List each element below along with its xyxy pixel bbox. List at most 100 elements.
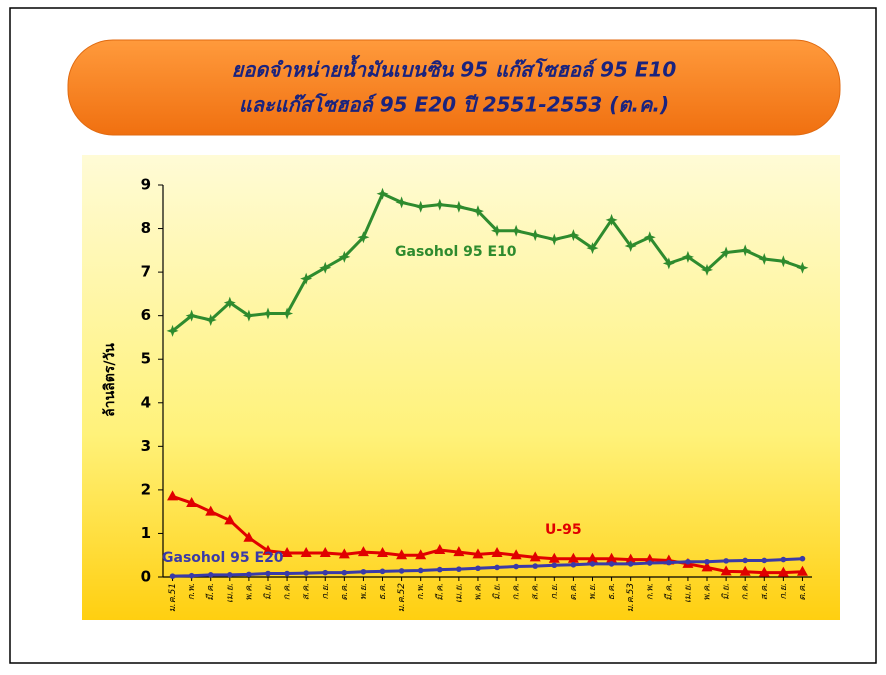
- chart-title: ยอดจำหน่ายน้ำมันเบนซิน 95 แก๊สโซฮอล์ 95 …: [232, 55, 677, 82]
- point: [417, 567, 424, 574]
- x-tick-label: ก.ย.: [321, 583, 331, 599]
- point: [589, 561, 596, 567]
- y-tick-label: 6: [141, 306, 151, 324]
- point: [627, 561, 634, 567]
- y-axis-label: ล้านลิตร/วัน: [102, 343, 118, 417]
- x-tick-label: พ.ย.: [588, 583, 598, 600]
- point: [243, 531, 255, 542]
- chart-area: [82, 155, 840, 620]
- point: [644, 553, 656, 564]
- series-line: [171, 191, 803, 333]
- point: [567, 229, 580, 242]
- series-label: U-95: [545, 522, 582, 538]
- point: [360, 568, 367, 575]
- point: [739, 565, 751, 576]
- point: [169, 573, 176, 579]
- y-tick-label: 5: [141, 350, 151, 368]
- x-tick-label: ส.ค.: [302, 583, 312, 600]
- point: [529, 551, 541, 562]
- x-tick-label: พ.ย.: [359, 583, 369, 600]
- x-tick-label: ก.พ.: [645, 583, 655, 600]
- y-tick-label: 8: [141, 219, 151, 237]
- chart-title: และแก๊สโซฮอล์ 95 E20 ปี 2551-2553 (ต.ค.): [239, 93, 669, 117]
- x-tick-label: ก.ย.: [550, 583, 560, 599]
- x-tick-label: พ.ค.: [703, 583, 713, 601]
- x-tick-label: ต.ค.: [340, 583, 350, 601]
- point: [357, 231, 370, 244]
- point: [338, 548, 350, 559]
- point: [204, 314, 217, 327]
- point: [303, 570, 309, 576]
- point: [319, 261, 332, 274]
- y-tick-label: 2: [141, 480, 151, 498]
- point: [434, 543, 446, 554]
- point: [242, 309, 255, 322]
- point: [471, 205, 484, 218]
- point: [265, 570, 271, 577]
- point: [475, 565, 481, 572]
- point: [796, 565, 808, 576]
- point: [510, 549, 522, 560]
- point: [377, 547, 389, 558]
- x-tick-label: ก.ย.: [779, 583, 789, 599]
- point: [780, 556, 787, 563]
- point: [415, 549, 427, 560]
- point: [436, 566, 443, 573]
- point: [551, 562, 558, 569]
- x-tick-label: มิ.ย.: [721, 583, 732, 600]
- x-tick-label: ต.ค.: [569, 583, 579, 601]
- point: [742, 557, 748, 564]
- title-box: [67, 39, 841, 136]
- point: [319, 547, 331, 558]
- x-tick-label: เม.ย.: [683, 583, 693, 603]
- series-label: Gasohol 95 E20: [162, 550, 284, 566]
- point: [681, 250, 694, 263]
- point: [799, 555, 806, 562]
- point: [379, 568, 386, 575]
- point: [701, 561, 713, 572]
- point: [491, 547, 503, 558]
- point: [246, 571, 252, 578]
- point: [685, 558, 691, 565]
- y-tick-label: 3: [141, 437, 151, 455]
- point: [300, 272, 313, 285]
- point: [608, 561, 615, 567]
- y-tick-label: 1: [141, 524, 151, 542]
- point: [284, 570, 290, 577]
- x-tick-label: มิ.ย.: [492, 583, 503, 600]
- x-tick-label: ก.พ.: [187, 583, 197, 600]
- point: [207, 572, 214, 578]
- point: [452, 200, 465, 213]
- x-tick-label: พ.ค.: [244, 583, 254, 601]
- point: [414, 200, 427, 213]
- point: [720, 246, 733, 259]
- point: [281, 547, 293, 558]
- point: [453, 546, 465, 557]
- x-tick-label: ต.ค.: [798, 583, 808, 601]
- point: [494, 564, 500, 571]
- x-tick-label: ธ.ค.: [607, 583, 617, 600]
- point: [532, 563, 539, 569]
- x-tick-label: ส.ค.: [760, 583, 770, 600]
- x-tick-label: มี.ค.: [434, 583, 445, 601]
- point: [398, 568, 405, 574]
- point: [666, 559, 672, 566]
- point: [396, 549, 408, 560]
- point: [643, 231, 656, 244]
- point: [606, 552, 618, 563]
- x-tick-label: ธ.ค.: [378, 583, 388, 600]
- x-tick-label: ม.ค.51: [168, 583, 178, 612]
- point: [166, 324, 179, 337]
- x-tick-label: พ.ค.: [473, 583, 483, 601]
- point: [357, 546, 369, 557]
- point: [548, 552, 560, 563]
- series-label: Gasohol 95 E10: [395, 244, 517, 260]
- point: [796, 261, 809, 274]
- point: [567, 552, 579, 563]
- x-tick-label: มี.ค.: [205, 583, 216, 601]
- point: [261, 307, 274, 320]
- point: [624, 239, 637, 252]
- point: [586, 552, 598, 563]
- point: [758, 566, 770, 577]
